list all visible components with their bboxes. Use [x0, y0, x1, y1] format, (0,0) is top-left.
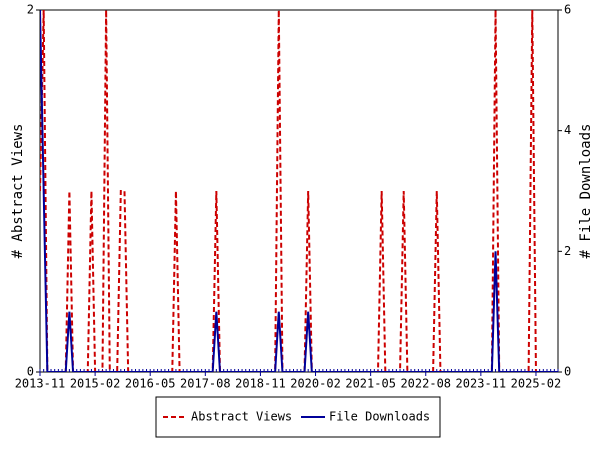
y2-axis-label: # File Downloads — [578, 124, 594, 259]
x-tick-label: 2022-08 — [400, 377, 451, 391]
x-tick-label: 2017-08 — [180, 377, 231, 391]
y2-tick-label: 4 — [564, 123, 571, 137]
x-tick-label: 2015-02 — [70, 377, 121, 391]
x-tick-label: 2013-11 — [15, 377, 66, 391]
y2-tick-label: 2 — [564, 244, 571, 258]
x-tick-label: 2025-02 — [511, 377, 562, 391]
y2-tick-label: 6 — [564, 3, 571, 17]
plot-area — [39, 9, 559, 373]
x-tick-label: 2018-11 — [235, 377, 286, 391]
y2-tick-label: 0 — [564, 365, 571, 379]
series-line — [40, 10, 558, 372]
x-tick-label: 2021-05 — [345, 377, 396, 391]
x-tick-label: 2020-02 — [290, 377, 341, 391]
legend-box — [155, 396, 441, 438]
series-line — [40, 10, 558, 372]
y-axis-label: # Abstract Views — [10, 124, 26, 259]
legend-label: File Downloads — [329, 410, 430, 424]
y-tick-label: 0 — [27, 365, 34, 379]
legend-label: Abstract Views — [191, 410, 292, 424]
x-tick-label: 2016-05 — [125, 377, 176, 391]
x-tick-label: 2023-11 — [456, 377, 507, 391]
y-tick-label: 2 — [27, 3, 34, 17]
